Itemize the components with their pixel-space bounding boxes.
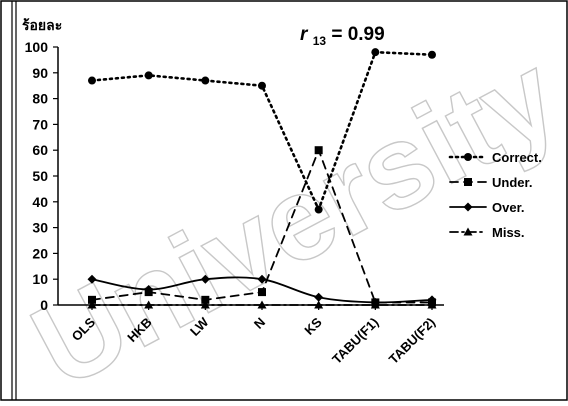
legend-label: Correct. [492,150,542,165]
legend-label: Over. [492,200,525,215]
chart-title: r 13 = 0.99 [300,24,385,50]
legend-label: Miss. [492,225,525,240]
data-point [144,300,154,309]
y-tick-label: 60 [32,142,48,158]
data-point [88,295,96,304]
data-point [428,50,436,59]
data-point [314,300,324,309]
y-tick-label: 100 [25,39,49,55]
legend-label: Under. [492,175,532,190]
y-tick-label: 80 [32,91,48,107]
data-point [370,300,380,309]
legend-marker [463,202,473,212]
y-axis-label: ร้อยละ [22,17,62,33]
data-point [257,274,267,284]
data-point [200,274,210,284]
legend-entry: Miss. [449,225,525,240]
legend-entry: Over. [449,200,525,215]
data-point [258,288,266,297]
series-correct [88,48,436,214]
chart-title-suffix: = 0.99 [331,24,384,45]
data-point [88,76,96,85]
data-point [144,285,154,295]
y-tick-label: 10 [32,271,48,287]
y-tick-label: 0 [40,297,48,313]
data-point [87,274,97,284]
data-point [257,300,267,309]
data-point [427,295,437,305]
data-point [200,300,210,309]
y-tick-label: 50 [32,168,48,184]
series-miss [87,300,437,309]
legend-marker [463,227,473,236]
data-point [201,295,210,304]
y-tick-label: 20 [32,245,48,261]
data-point [371,48,380,57]
chart-title-subscript: 13 [313,34,327,48]
data-point [314,146,323,155]
data-point [314,205,323,214]
data-point [201,76,210,85]
data-point [258,81,266,90]
legend: Correct. Under. Over. Miss. [448,150,542,240]
legend-entry: Correct. [448,150,542,165]
data-point [427,300,437,309]
y-tick-label: 30 [32,220,48,236]
legend-marker [464,178,472,186]
data-point [87,300,97,309]
y-tick-label: 70 [32,116,48,132]
legend-marker [464,153,472,161]
legend-entry: Under. [449,175,532,190]
y-tick-label: 90 [32,65,48,81]
y-tick-label: 40 [32,194,48,210]
data-point [144,71,153,80]
data-point [314,292,324,302]
chart-title-main: r [300,24,309,45]
series-layer [87,48,437,309]
